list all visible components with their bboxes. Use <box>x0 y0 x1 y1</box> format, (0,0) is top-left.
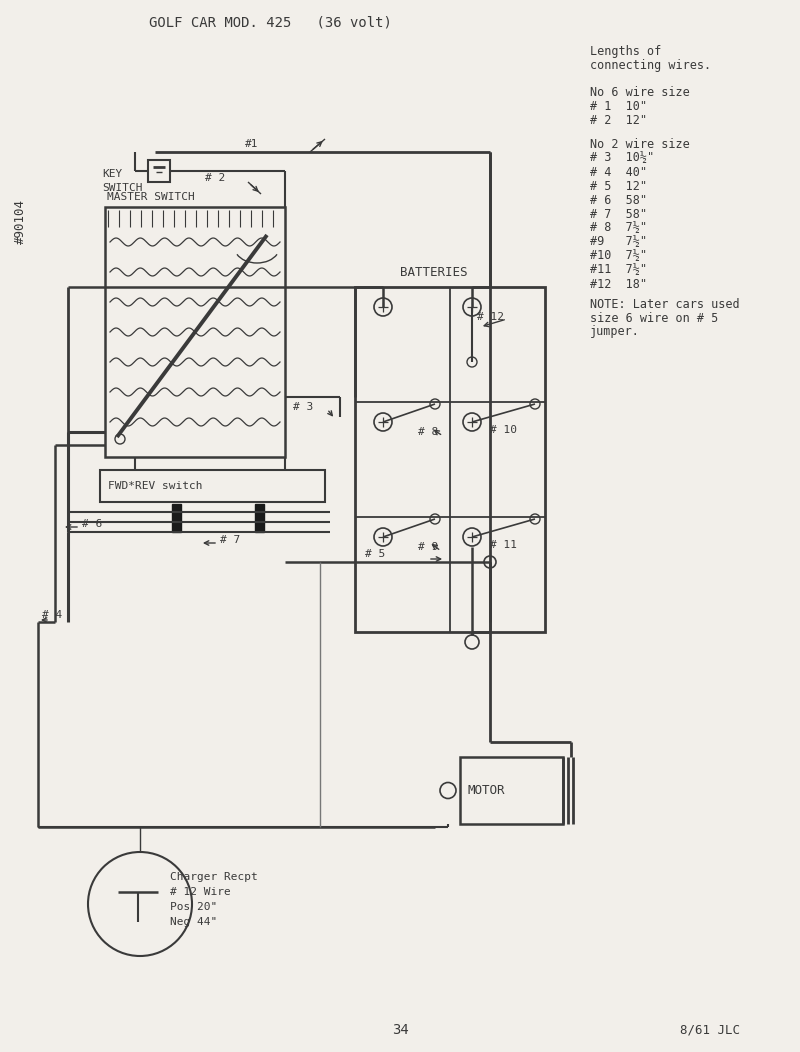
Text: # 12 Wire: # 12 Wire <box>170 887 230 897</box>
Text: # 5  12": # 5 12" <box>590 180 647 193</box>
Text: # 8: # 8 <box>418 427 438 437</box>
Text: #12  18": #12 18" <box>590 278 647 290</box>
Text: # 2  12": # 2 12" <box>590 114 647 126</box>
Bar <box>172 504 181 532</box>
Text: # 11: # 11 <box>490 540 517 550</box>
Circle shape <box>484 557 496 568</box>
Text: # 2: # 2 <box>205 173 226 183</box>
Text: #9   7½": #9 7½" <box>590 236 647 248</box>
Text: # 10: # 10 <box>490 425 517 434</box>
Text: No 6 wire size: No 6 wire size <box>590 85 690 99</box>
Text: size 6 wire on # 5: size 6 wire on # 5 <box>590 311 718 324</box>
Text: KEY: KEY <box>102 169 122 179</box>
Text: MASTER SWITCH: MASTER SWITCH <box>107 193 194 202</box>
Circle shape <box>530 399 540 409</box>
Text: #10  7½": #10 7½" <box>590 249 647 263</box>
Bar <box>460 757 563 824</box>
Circle shape <box>467 357 477 367</box>
Text: # 7: # 7 <box>220 535 240 545</box>
Text: # 6  58": # 6 58" <box>590 194 647 206</box>
Text: # 7  58": # 7 58" <box>590 207 647 221</box>
Text: GOLF CAR MOD. 425   (36 volt): GOLF CAR MOD. 425 (36 volt) <box>149 15 391 29</box>
Circle shape <box>430 399 440 409</box>
Circle shape <box>465 635 479 649</box>
Text: MOTOR: MOTOR <box>468 784 506 797</box>
Text: NOTE: Later cars used: NOTE: Later cars used <box>590 298 740 310</box>
Text: jumper.: jumper. <box>590 325 640 339</box>
Text: connecting wires.: connecting wires. <box>590 60 711 73</box>
Text: # 6: # 6 <box>82 519 102 529</box>
Text: No 2 wire size: No 2 wire size <box>590 138 690 150</box>
Bar <box>355 287 545 632</box>
Bar <box>105 207 285 457</box>
Text: # 4  40": # 4 40" <box>590 165 647 179</box>
Circle shape <box>440 783 456 798</box>
Text: 34: 34 <box>392 1023 408 1037</box>
Text: # 3: # 3 <box>293 402 314 412</box>
Text: Lengths of: Lengths of <box>590 45 662 59</box>
Text: #11  7½": #11 7½" <box>590 263 647 277</box>
Text: 8/61 JLC: 8/61 JLC <box>680 1024 740 1036</box>
Circle shape <box>115 434 125 444</box>
Text: # 9: # 9 <box>418 542 438 552</box>
Bar <box>100 470 325 502</box>
Text: # 5: # 5 <box>365 549 386 559</box>
Circle shape <box>530 514 540 524</box>
Text: #90104: #90104 <box>14 200 26 244</box>
Text: # 1  10": # 1 10" <box>590 100 647 113</box>
Text: Charger Recpt: Charger Recpt <box>170 872 258 882</box>
Bar <box>148 160 170 182</box>
Bar <box>255 504 264 532</box>
Text: # 3  10½": # 3 10½" <box>590 151 654 164</box>
Text: FWD*REV switch: FWD*REV switch <box>108 481 202 491</box>
Text: # 12: # 12 <box>477 312 504 322</box>
Text: # 4: # 4 <box>42 610 62 620</box>
Text: # 8  7½": # 8 7½" <box>590 222 647 235</box>
Text: BATTERIES: BATTERIES <box>400 266 467 280</box>
Text: Neg 44": Neg 44" <box>170 917 218 927</box>
Text: #1: #1 <box>245 139 258 149</box>
Text: Pos 20": Pos 20" <box>170 902 218 912</box>
Text: SWITCH: SWITCH <box>102 183 142 193</box>
Circle shape <box>430 514 440 524</box>
